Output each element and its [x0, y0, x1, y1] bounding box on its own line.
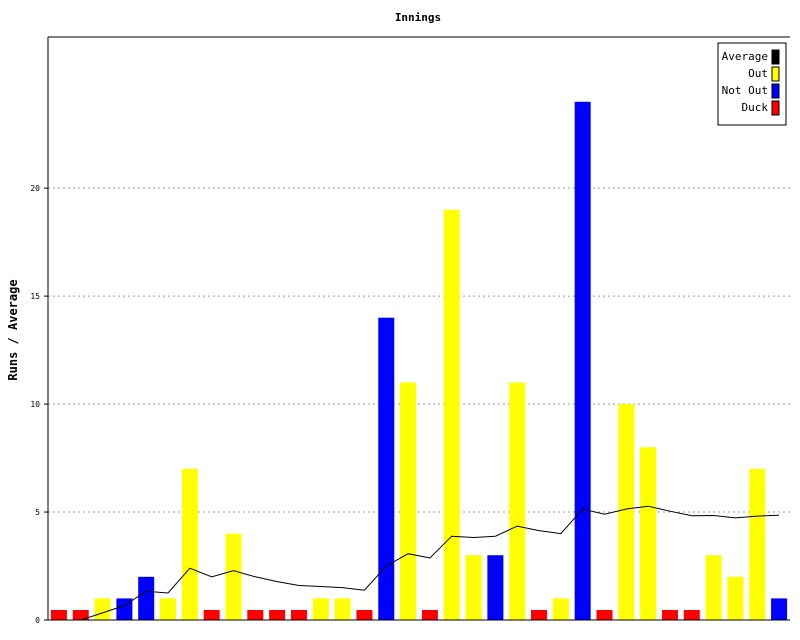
bar-out	[509, 382, 526, 620]
bar-out	[94, 598, 111, 620]
bar-out	[160, 598, 177, 620]
bar-duck	[247, 610, 264, 620]
average-line	[58, 505, 780, 621]
bar-duck	[269, 610, 286, 620]
bar-out	[465, 555, 482, 620]
bar-not-out	[487, 555, 504, 620]
bars	[50, 101, 788, 621]
legend-swatch	[771, 66, 780, 82]
y-axis-label: Runs / Average	[6, 279, 20, 380]
average-line-group	[58, 505, 780, 621]
bar-out	[640, 447, 657, 620]
bar-not-out	[138, 576, 155, 620]
bar-out	[749, 468, 766, 620]
bar-duck	[531, 610, 548, 620]
bar-duck	[72, 610, 89, 620]
legend: Average Out Not Out Duck	[717, 42, 787, 126]
bar-out	[727, 576, 744, 620]
legend-label: Duck	[742, 101, 769, 114]
bar-out	[181, 468, 198, 620]
bar-out	[400, 382, 417, 620]
bar-duck	[50, 610, 67, 620]
bar-duck	[683, 610, 700, 620]
legend-swatch	[771, 100, 780, 116]
bar-duck	[356, 610, 373, 620]
bar-out	[705, 555, 722, 620]
y-tick-label: 5	[35, 508, 40, 517]
bar-not-out	[116, 598, 133, 620]
bar-out	[225, 533, 242, 620]
y-tick-label: 0	[35, 616, 40, 625]
y-tick-label: 10	[30, 400, 40, 409]
bar-duck	[203, 610, 220, 620]
bar-duck	[596, 610, 613, 620]
legend-label: Not Out	[722, 84, 768, 97]
legend-swatch	[771, 49, 780, 65]
y-ticks: 0 5 10 15 20	[30, 184, 48, 625]
axes	[47, 36, 790, 621]
grid-lines	[48, 187, 790, 513]
bar-out	[552, 598, 569, 620]
legend-label: Average	[722, 50, 768, 63]
bar-not-out	[574, 101, 591, 621]
legend-swatch	[771, 83, 780, 99]
y-tick-label: 15	[30, 292, 40, 301]
bar-duck	[421, 610, 438, 620]
bar-not-out	[378, 317, 395, 620]
bar-out	[334, 598, 351, 620]
bar-out	[618, 404, 635, 620]
bar-not-out	[771, 598, 788, 620]
legend-label: Out	[748, 67, 768, 80]
bar-duck	[290, 610, 307, 620]
bar-out	[443, 209, 460, 621]
bar-out	[312, 598, 329, 620]
chart-title: Innings	[395, 11, 441, 24]
bar-duck	[661, 610, 678, 620]
y-tick-label: 20	[30, 184, 40, 193]
